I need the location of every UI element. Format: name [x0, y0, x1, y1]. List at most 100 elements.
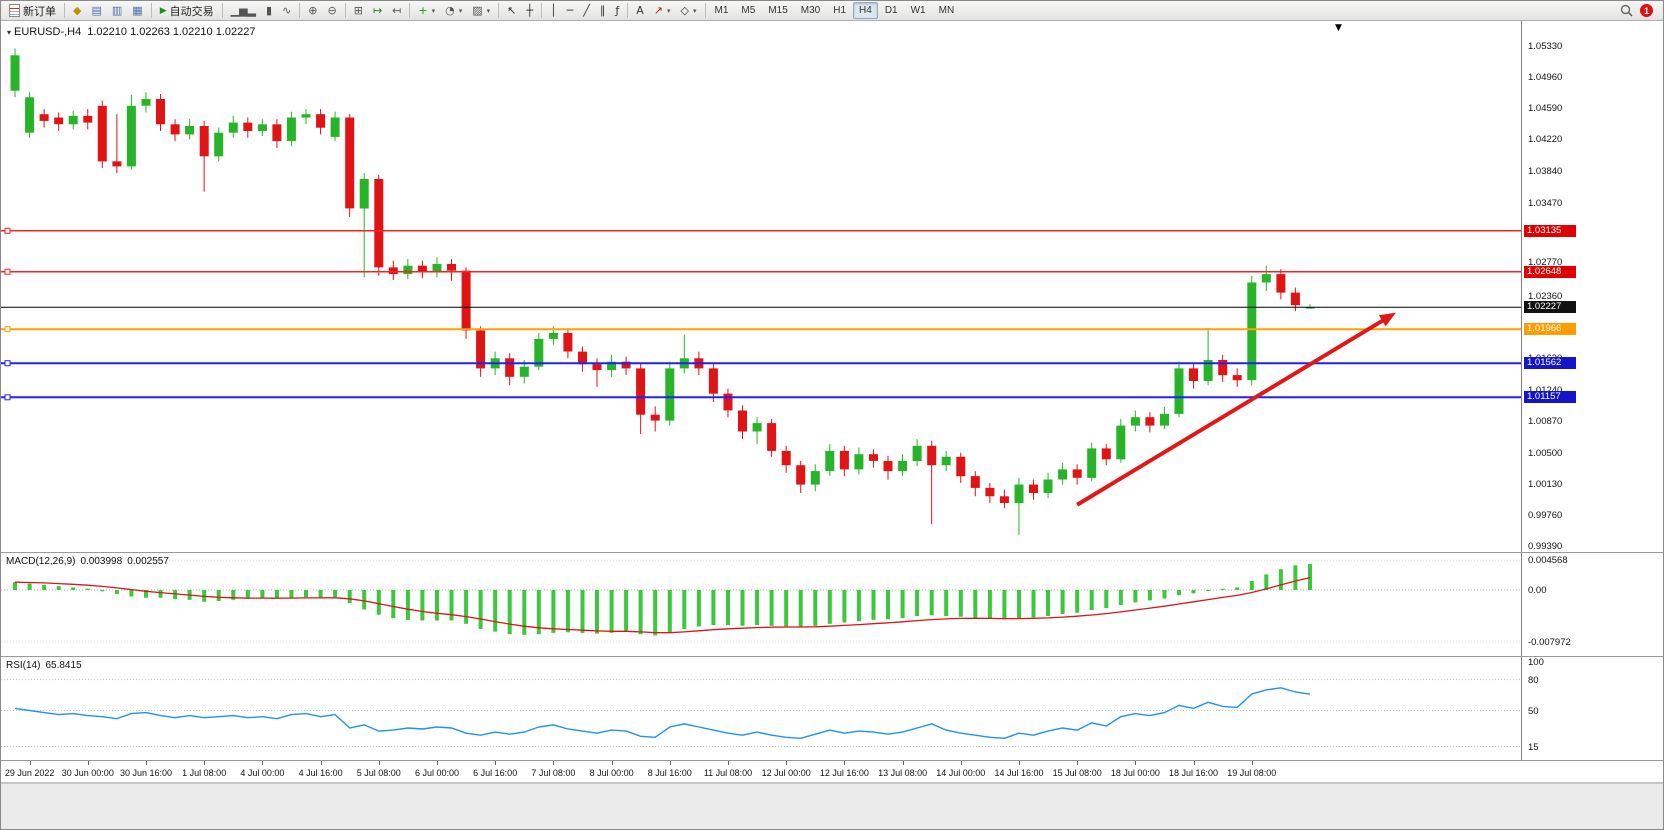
timeframe-m15[interactable]: M15	[762, 2, 793, 19]
line-chart-button[interactable]: ∿	[277, 2, 296, 19]
timeframe-m1[interactable]: M1	[709, 2, 735, 19]
rsi-axis-label: 15	[1528, 741, 1539, 753]
macd-axis-label: 0.004568	[1528, 555, 1568, 567]
rsi-panel[interactable]: RSI(14) 65.8415 100 80 50 15	[1, 657, 1663, 761]
bar-chart-button[interactable]: ▁▅▂	[226, 2, 261, 19]
notification-badge[interactable]: 1	[1640, 4, 1653, 17]
price-axis-label: 1.05330	[1528, 41, 1563, 52]
data-window-button[interactable]: ▥	[107, 2, 127, 19]
auto-trading-button[interactable]: ▶ 自动交易	[155, 2, 219, 19]
cursor-button[interactable]: ↖	[502, 2, 521, 19]
tile-windows-icon: ⊞	[353, 4, 363, 17]
rsi-line	[14, 687, 1311, 740]
channel-icon: ∥	[599, 4, 606, 17]
toolbar-separator	[498, 3, 500, 18]
time-axis-label: 18 Jul 16:00	[1168, 768, 1219, 778]
timeframe-d1[interactable]: D1	[879, 2, 904, 19]
fibonacci-button[interactable]: ƒ	[610, 2, 624, 19]
macd-signal-value: 0.002557	[127, 556, 169, 567]
vertical-line-icon: │	[550, 4, 557, 17]
timeframe-h1[interactable]: H1	[827, 2, 852, 19]
time-tick	[553, 761, 555, 765]
line-handle[interactable]	[4, 268, 11, 275]
horizontal-line-button[interactable]: ─	[562, 2, 579, 19]
price-axis-label: 1.04220	[1528, 134, 1563, 146]
price-axis-label: 1.00130	[1528, 478, 1563, 490]
market-watch-icon: ▤	[91, 4, 102, 17]
charts-button[interactable]: ◆	[68, 2, 86, 19]
line-handle[interactable]	[4, 326, 11, 333]
scroll-to-end-icon[interactable]: ▼	[1335, 23, 1342, 33]
macd-label: MACD(12,26,9) 0.003998 0.002557	[6, 556, 174, 567]
chart-shift-button[interactable]: ↤	[387, 2, 406, 19]
line-handle[interactable]	[4, 394, 11, 401]
candlestick-button[interactable]: ▮	[261, 2, 277, 19]
macd-panel[interactable]: MACD(12,26,9) 0.003998 0.002557 0.004568 0.…	[1, 553, 1663, 657]
trendline-button[interactable]: ╱	[578, 2, 595, 19]
auto-scroll-button[interactable]: ↦	[368, 2, 387, 19]
navigator-button[interactable]: ▦	[127, 2, 147, 19]
time-tick	[669, 761, 671, 765]
arrows-button[interactable]: ↗ ▾	[649, 2, 676, 19]
search-icon[interactable]	[1620, 4, 1633, 17]
time-axis-label: 30 Jun 00:00	[61, 768, 114, 778]
periods-button[interactable]: ◔ ▾	[440, 2, 467, 19]
crosshair-icon: ┼	[526, 4, 533, 17]
time-tick	[786, 761, 788, 765]
crosshair-button[interactable]: ┼	[521, 2, 538, 19]
shapes-button[interactable]: ◇ ▾	[676, 2, 702, 19]
rsi-axis-label: 100	[1528, 657, 1544, 668]
templates-icon: ▨	[472, 4, 483, 17]
bar-chart-icon: ▁▅▂	[230, 4, 256, 17]
time-axis-label: 19 Jul 08:00	[1227, 768, 1277, 778]
line-handle[interactable]	[4, 227, 11, 234]
toolbar-separator	[541, 3, 542, 18]
toolbar-separator	[64, 3, 65, 18]
price-axis-label: 1.00870	[1528, 416, 1563, 428]
macd-axis-label: -0.007972	[1528, 636, 1571, 648]
macd-axis-label: 0.00	[1528, 585, 1547, 596]
market-watch-button[interactable]: ▤	[86, 2, 106, 19]
periods-icon: ◔	[445, 4, 455, 17]
zoom-in-button[interactable]: ⊕	[303, 2, 322, 19]
new-order-button[interactable]: 新订单	[4, 2, 61, 19]
price-axis-label: 1.01240	[1528, 385, 1562, 396]
price-badge: 1.03135	[1524, 224, 1576, 237]
price-badge: 1.02227	[1524, 301, 1576, 314]
time-tick	[495, 761, 497, 765]
macd-axis[interactable]: 0.004568 0.00 -0.007972	[1521, 553, 1663, 656]
rsi-axis[interactable]: 100 80 50 15	[1521, 657, 1663, 760]
price-axis-label: 1.04960	[1528, 72, 1563, 84]
macd-main-value: 0.003998	[80, 556, 123, 567]
timeframe-m5[interactable]: M5	[735, 2, 761, 19]
line-handle[interactable]	[4, 360, 11, 367]
channel-button[interactable]: ∥	[595, 2, 611, 19]
macd-histogram	[13, 564, 1312, 636]
zoom-out-button[interactable]: ⊖	[323, 2, 342, 19]
trend-arrow-head	[1378, 312, 1396, 327]
time-axis-label: 6 Jul 00:00	[414, 768, 460, 778]
time-axis-label: 12 Jul 16:00	[819, 768, 869, 778]
toolbar-separator	[150, 3, 152, 18]
candlesticks-layer	[10, 48, 1315, 536]
time-axis-label: 6 Jul 16:00	[473, 768, 518, 778]
templates-button[interactable]: ▨ ▾	[467, 2, 495, 19]
indicators-button[interactable]: + ▾	[413, 2, 440, 19]
price-axis[interactable]: 1.05330 1.04960 1.04590 1.04220 1.03840 1.034…	[1521, 21, 1663, 552]
time-axis-label: 5 Jul 08:00	[356, 768, 401, 778]
auto-trading-label: 自动交易	[169, 5, 214, 18]
macd-signal-line	[14, 576, 1311, 634]
price-chart-panel[interactable]: ▾ EURUSD-,H4 1.02210 1.02263 1.02210 1.022…	[1, 21, 1663, 553]
time-axis[interactable]: 29 Jun 2022 30 Jun 00:00 30 Jun 16:00 1 Jul…	[1, 761, 1663, 783]
chevron-down-icon: ▾	[692, 6, 697, 15]
timeframe-h4[interactable]: H4	[853, 2, 878, 19]
timeframe-m30[interactable]: M30	[795, 2, 826, 19]
text-button[interactable]: A	[631, 2, 649, 19]
price-badge: 1.02648	[1524, 265, 1576, 278]
timeframe-w1[interactable]: W1	[905, 2, 932, 19]
trend-arrow[interactable]	[1076, 314, 1392, 507]
timeframe-mn[interactable]: MN	[933, 2, 961, 19]
time-tick	[204, 761, 206, 765]
vertical-line-button[interactable]: │	[545, 2, 562, 19]
tile-windows-button[interactable]: ⊞	[349, 2, 368, 19]
